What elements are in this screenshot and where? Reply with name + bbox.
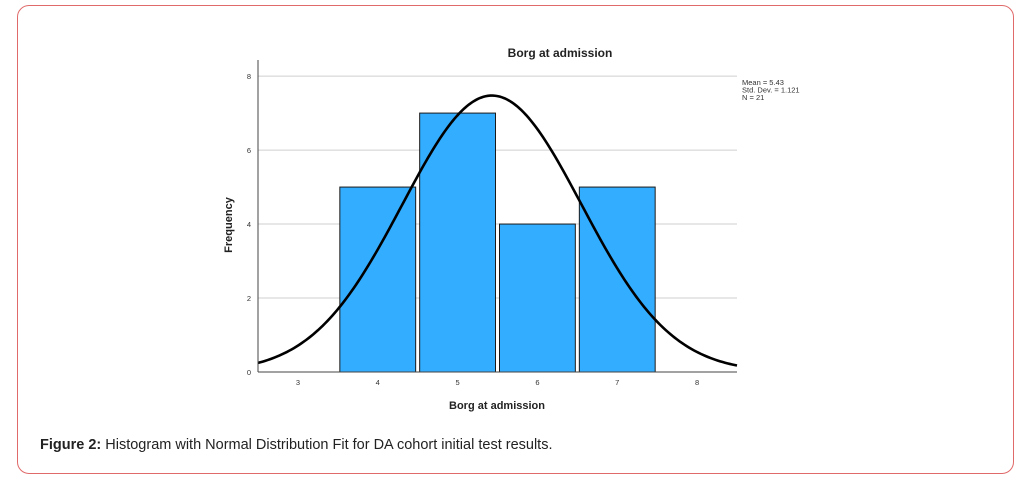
axes bbox=[257, 60, 737, 373]
legend-line: N = 21 bbox=[742, 93, 764, 102]
x-tick-label: 7 bbox=[615, 378, 619, 387]
legend-line: Mean = 5.43 bbox=[742, 78, 784, 87]
bar-4 bbox=[339, 186, 417, 373]
y-axis-label: Frequency bbox=[223, 196, 235, 253]
chart-title: Borg at admission bbox=[508, 46, 613, 60]
legend-line: Std. Dev. = 1.121 bbox=[742, 86, 800, 95]
normal-curve-group bbox=[257, 94, 738, 367]
y-tick-label: 6 bbox=[247, 146, 251, 155]
y-tick-label: 8 bbox=[247, 72, 251, 81]
caption-text: Histogram with Normal Distribution Fit f… bbox=[101, 437, 553, 453]
bar-7 bbox=[578, 186, 656, 373]
y-tick-label: 0 bbox=[247, 368, 251, 377]
x-axis-label: Borg at admission bbox=[449, 400, 545, 412]
y-tick-label: 2 bbox=[247, 294, 251, 303]
grid-lines bbox=[258, 75, 737, 299]
x-tick-label: 5 bbox=[455, 378, 459, 387]
y-tick-label: 4 bbox=[247, 220, 251, 229]
normal-curve bbox=[257, 94, 738, 367]
bars bbox=[339, 112, 656, 373]
x-tick-label: 4 bbox=[376, 378, 380, 387]
figure-caption: Figure 2: Histogram with Normal Distribu… bbox=[40, 437, 552, 453]
caption-label: Figure 2: bbox=[40, 437, 102, 453]
tick-labels: 0 2 4 6 8 3 4 5 6 7 8 bbox=[247, 72, 699, 387]
x-tick-label: 8 bbox=[695, 378, 699, 387]
x-tick-label: 6 bbox=[535, 378, 539, 387]
bar-6 bbox=[499, 223, 576, 373]
x-tick-label: 3 bbox=[296, 378, 300, 387]
